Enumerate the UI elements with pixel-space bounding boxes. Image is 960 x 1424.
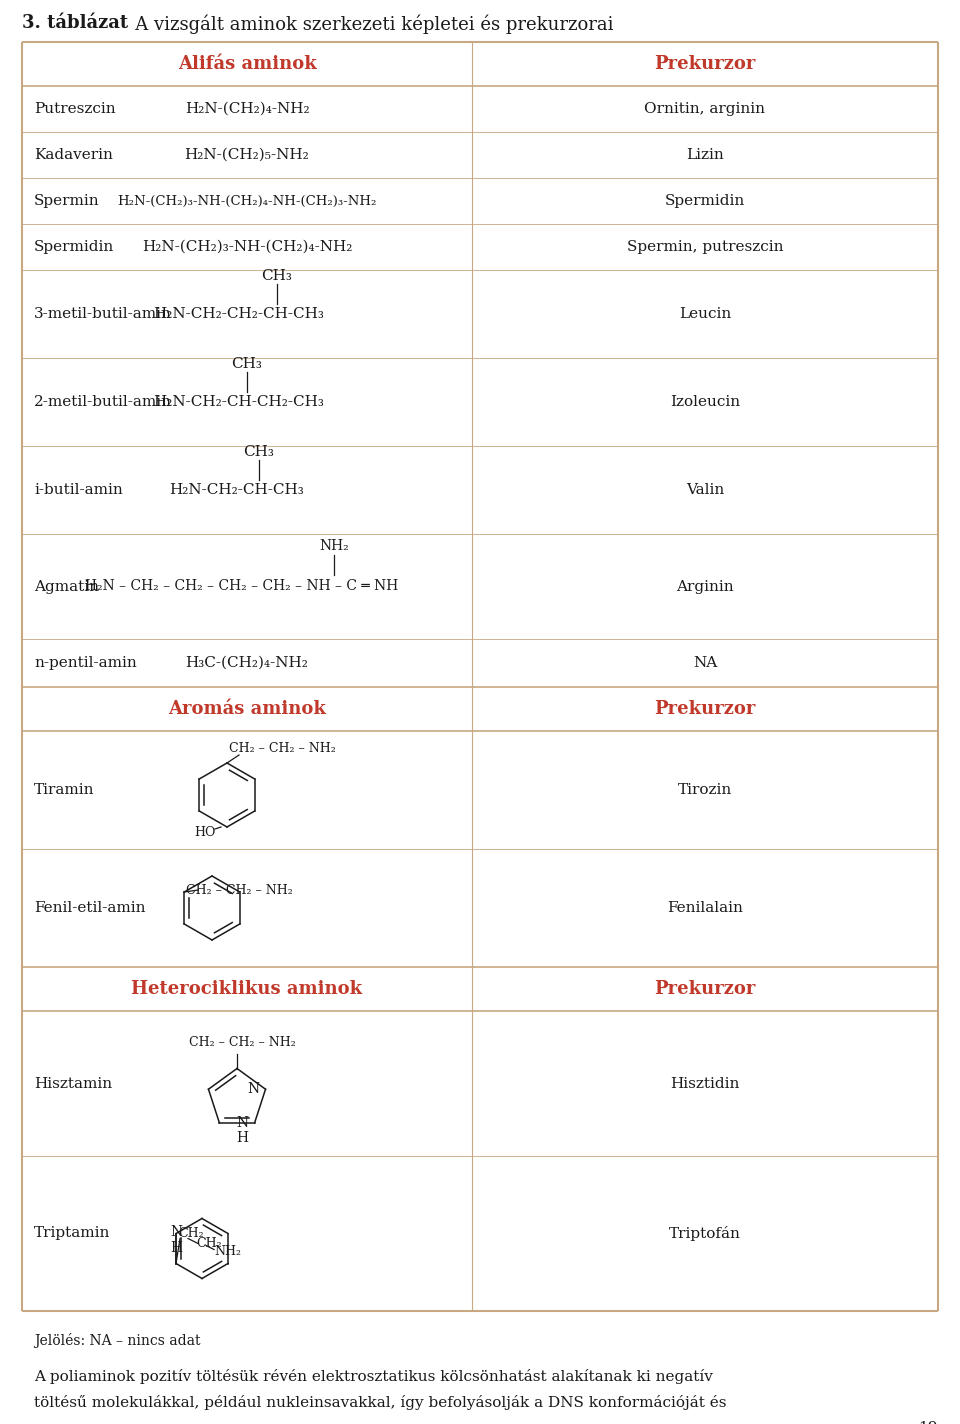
Text: Lizin: Lizin [686,148,724,162]
Text: H₂N-CH₂-CH-CH₂-CH₃: H₂N-CH₂-CH-CH₂-CH₃ [154,394,324,409]
Text: H₂N-(CH₂)₄-NH₂: H₂N-(CH₂)₄-NH₂ [184,103,309,115]
Text: N: N [248,1082,259,1096]
Text: Spermidin: Spermidin [34,241,114,253]
Text: Heterociklikus aminok: Heterociklikus aminok [132,980,363,998]
Text: Prekurzor: Prekurzor [655,980,756,998]
Text: Aromás aminok: Aromás aminok [168,701,326,718]
Text: H₂N-(CH₂)₃-NH-(CH₂)₄-NH-(CH₂)₃-NH₂: H₂N-(CH₂)₃-NH-(CH₂)₄-NH-(CH₂)₃-NH₂ [117,195,376,208]
Text: Jelölés: NA – nincs adat: Jelölés: NA – nincs adat [34,1333,201,1349]
Text: Spermidin: Spermidin [665,194,745,208]
Text: Fenilalain: Fenilalain [667,901,743,916]
Text: Izoleucin: Izoleucin [670,394,740,409]
Text: Hisztamin: Hisztamin [34,1077,112,1091]
Text: CH₂ – CH₂ – NH₂: CH₂ – CH₂ – NH₂ [228,742,335,756]
Text: NH₂: NH₂ [319,538,348,553]
Text: Prekurzor: Prekurzor [655,56,756,73]
Text: Triptamin: Triptamin [34,1226,110,1240]
Text: CH₃: CH₃ [244,444,275,459]
Text: Spermin, putreszcin: Spermin, putreszcin [627,241,783,253]
Text: H₂N – CH₂ – CH₂ – CH₂ – CH₂ – NH – C ═ NH: H₂N – CH₂ – CH₂ – CH₂ – CH₂ – NH – C ═ N… [85,580,398,594]
Text: H₂N-CH₂-CH₂-CH-CH₃: H₂N-CH₂-CH₂-CH-CH₃ [154,308,324,320]
Text: 3-metil-butil-amin: 3-metil-butil-amin [34,308,172,320]
Text: Spermin: Spermin [34,194,100,208]
Text: NA: NA [693,656,717,671]
Text: Valin: Valin [685,483,724,497]
Text: NH₂: NH₂ [214,1245,241,1257]
Text: A vizsgált aminok szerkezeti képletei és prekurzorai: A vizsgált aminok szerkezeti képletei és… [118,14,613,34]
Text: H: H [236,1131,249,1145]
Text: töltésű molekulákkal, például nukleinsavakkal, így befolyásolják a DNS konformác: töltésű molekulákkal, például nukleinsav… [34,1396,727,1410]
Text: H₂N-(CH₂)₅-NH₂: H₂N-(CH₂)₅-NH₂ [184,148,309,162]
Text: Putreszcin: Putreszcin [34,103,115,115]
Text: CH₂ – CH₂ – NH₂: CH₂ – CH₂ – NH₂ [188,1037,296,1049]
Text: H₃C-(CH₂)₄-NH₂: H₃C-(CH₂)₄-NH₂ [185,656,308,671]
Text: CH₂: CH₂ [178,1227,204,1240]
Text: Tiramin: Tiramin [34,783,94,797]
Text: CH₂: CH₂ [196,1237,222,1250]
Text: Hisztidin: Hisztidin [670,1077,740,1091]
Text: Prekurzor: Prekurzor [655,701,756,718]
Text: 2-metil-butil-amin: 2-metil-butil-amin [34,394,172,409]
Text: Tirozin: Tirozin [678,783,732,797]
Text: H₂N-(CH₂)₃-NH-(CH₂)₄-NH₂: H₂N-(CH₂)₃-NH-(CH₂)₄-NH₂ [142,241,352,253]
Text: CH₃: CH₃ [261,269,293,283]
Text: Ornitin, arginin: Ornitin, arginin [644,103,765,115]
Text: CH₂ – CH₂ – NH₂: CH₂ – CH₂ – NH₂ [186,883,293,897]
Text: A poliaminok pozitív töltésük révén elektrosztatikus kölcsönhatást alakítanak ki: A poliaminok pozitív töltésük révén elek… [34,1368,713,1384]
Text: Fenil-etil-amin: Fenil-etil-amin [34,901,146,916]
Text: Agmatin: Agmatin [34,580,99,594]
Text: Kadaverin: Kadaverin [34,148,113,162]
Text: H₂N-CH₂-CH-CH₃: H₂N-CH₂-CH-CH₃ [170,483,304,497]
Text: 19: 19 [919,1421,938,1424]
Text: CH₃: CH₃ [231,357,262,372]
Text: N: N [170,1225,182,1239]
Text: N: N [236,1116,249,1129]
Text: Arginin: Arginin [676,580,733,594]
Text: HO: HO [194,826,216,839]
Text: Alifás aminok: Alifás aminok [178,56,317,73]
Text: i-butil-amin: i-butil-amin [34,483,123,497]
Text: Triptofán: Triptofán [669,1226,741,1240]
Text: 3. táblázat: 3. táblázat [22,14,128,31]
Text: Leucin: Leucin [679,308,732,320]
Text: n-pentil-amin: n-pentil-amin [34,656,136,671]
Text: H: H [170,1240,182,1255]
